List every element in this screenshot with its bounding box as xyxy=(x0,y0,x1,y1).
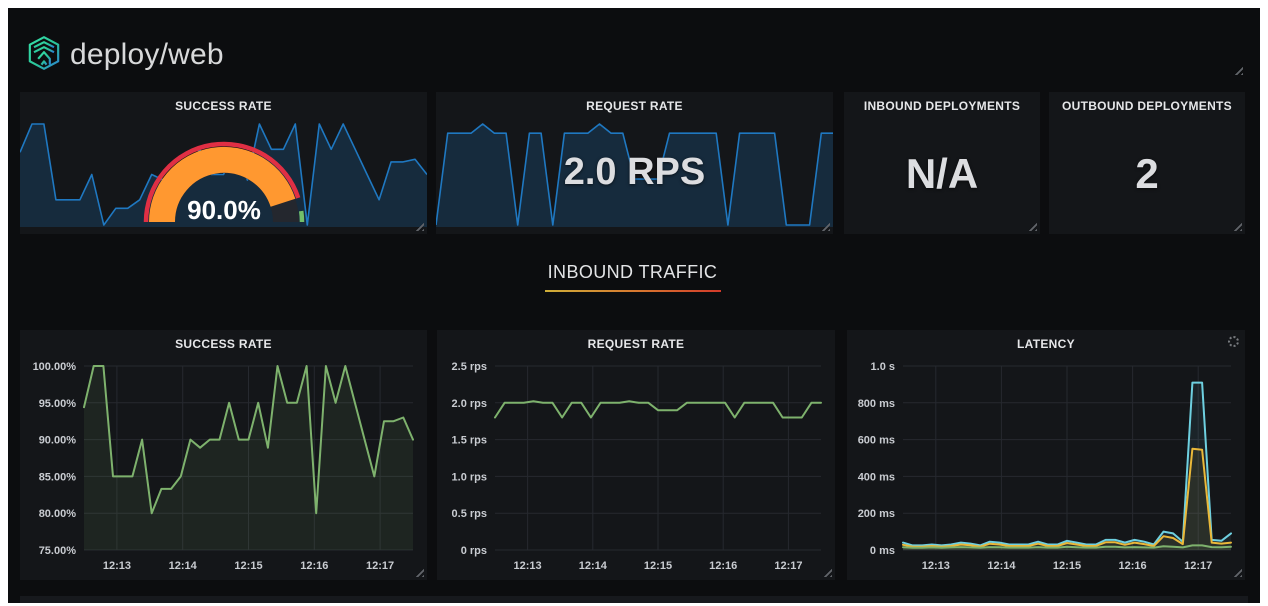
panel-title[interactable]: SUCCESS RATE xyxy=(175,99,272,113)
resize-corner-icon[interactable] xyxy=(1233,568,1242,577)
svg-text:95.00%: 95.00% xyxy=(39,398,77,410)
svg-text:0 ms: 0 ms xyxy=(870,545,895,557)
svg-text:12:17: 12:17 xyxy=(366,560,394,572)
svg-text:12:17: 12:17 xyxy=(774,560,802,572)
panel-success-rate-chart: SUCCESS RATE 100.00% 95.00% 90.00% 85.00% 80… xyxy=(20,330,427,580)
svg-text:600 ms: 600 ms xyxy=(858,435,895,447)
loading-spinner-icon xyxy=(1228,336,1239,347)
svg-text:800 ms: 800 ms xyxy=(858,398,895,410)
latency-chart[interactable]: 1.0 s 800 ms 600 ms 400 ms 200 ms 0 ms 12:13 12… xyxy=(847,330,1245,580)
svg-text:0.5 rps: 0.5 rps xyxy=(452,508,487,520)
dashboard-title: deploy/web xyxy=(70,38,224,71)
deploy-logo-icon xyxy=(24,33,64,78)
svg-text:1.0 s: 1.0 s xyxy=(871,361,895,373)
svg-text:12:17: 12:17 xyxy=(1184,560,1212,572)
svg-text:12:16: 12:16 xyxy=(709,560,737,572)
resize-corner-icon[interactable] xyxy=(821,222,830,231)
resize-corner-icon[interactable] xyxy=(823,568,832,577)
request-rate-sparkline[interactable] xyxy=(435,121,833,227)
panel-title[interactable]: OUTBOUND DEPLOYMENTS xyxy=(1061,99,1232,113)
resize-corner-icon[interactable] xyxy=(415,568,424,577)
request-rate-chart[interactable]: 2.5 rps 2.0 rps 1.5 rps 1.0 rps 0.5 rps 0 rps… xyxy=(437,330,835,580)
svg-text:12:14: 12:14 xyxy=(579,560,608,572)
svg-text:12:13: 12:13 xyxy=(103,560,131,572)
panel-title[interactable]: REQUEST RATE xyxy=(586,99,683,113)
svg-text:12:13: 12:13 xyxy=(922,560,950,572)
svg-text:12:15: 12:15 xyxy=(1053,560,1081,572)
panel-request-rate-chart: REQUEST RATE 2.5 rps 2.0 rps 1.5 rps 1.0 rp… xyxy=(437,330,835,580)
panel-inbound-deployments: INBOUND DEPLOYMENTS N/A xyxy=(844,92,1040,234)
outbound-deployments-value: 2 xyxy=(1135,150,1159,197)
panel-title[interactable]: SUCCESS RATE xyxy=(175,337,272,351)
svg-text:12:16: 12:16 xyxy=(300,560,328,572)
section-title: INBOUND TRAFFIC xyxy=(547,262,718,282)
success-rate-gauge[interactable]: 90.0% xyxy=(136,134,312,228)
svg-text:75.00%: 75.00% xyxy=(39,545,77,557)
svg-text:90.0%: 90.0% xyxy=(187,195,261,225)
svg-text:12:15: 12:15 xyxy=(234,560,262,572)
svg-text:200 ms: 200 ms xyxy=(858,508,895,520)
svg-text:85.00%: 85.00% xyxy=(39,471,77,483)
svg-text:2.0 rps: 2.0 rps xyxy=(452,398,487,410)
panel-latency-chart: LATENCY 1.0 s 800 ms 600 ms 400 ms 200 ms 0 m… xyxy=(847,330,1245,580)
svg-text:90.00%: 90.00% xyxy=(39,435,77,447)
svg-text:12:15: 12:15 xyxy=(644,560,672,572)
svg-text:12:14: 12:14 xyxy=(169,560,198,572)
success-rate-chart[interactable]: 100.00% 95.00% 90.00% 85.00% 80.00% 75.00% 12:… xyxy=(20,330,427,580)
panel-title[interactable]: LATENCY xyxy=(1017,337,1075,351)
success-rate-sparkline[interactable] xyxy=(19,121,428,227)
inbound-deployments-value: N/A xyxy=(905,150,979,197)
resize-corner-icon[interactable] xyxy=(415,222,424,231)
panel-title[interactable]: REQUEST RATE xyxy=(587,337,685,351)
svg-text:100.00%: 100.00% xyxy=(33,361,77,373)
section-inbound-traffic: INBOUND TRAFFIC xyxy=(20,262,1245,318)
svg-text:12:16: 12:16 xyxy=(1119,560,1147,572)
dashboard-header: deploy/web xyxy=(24,32,224,78)
request-rate-value: 2.0 RPS xyxy=(563,150,706,193)
svg-text:2.5 rps: 2.5 rps xyxy=(452,361,487,373)
svg-text:0 rps: 0 rps xyxy=(461,545,487,557)
panel-request-rate-stat: REQUEST RATE 2.0 RPS xyxy=(435,92,833,234)
svg-text:80.00%: 80.00% xyxy=(39,508,77,520)
resize-corner-icon[interactable] xyxy=(1233,222,1242,231)
svg-text:400 ms: 400 ms xyxy=(858,471,895,483)
section-underline xyxy=(544,290,721,292)
panel-outbound-deployments: OUTBOUND DEPLOYMENTS 2 xyxy=(1049,92,1245,234)
svg-text:12:13: 12:13 xyxy=(514,560,542,572)
next-row-panel-edge xyxy=(20,596,1248,603)
svg-text:12:14: 12:14 xyxy=(987,560,1016,572)
svg-text:1.0 rps: 1.0 rps xyxy=(452,471,487,483)
resize-corner-icon[interactable] xyxy=(1234,66,1243,75)
svg-text:1.5 rps: 1.5 rps xyxy=(452,435,487,447)
panel-success-rate-stat: SUCCESS RATE 90.0% xyxy=(19,92,428,234)
panel-title[interactable]: INBOUND DEPLOYMENTS xyxy=(863,99,1021,113)
resize-corner-icon[interactable] xyxy=(1028,222,1037,231)
